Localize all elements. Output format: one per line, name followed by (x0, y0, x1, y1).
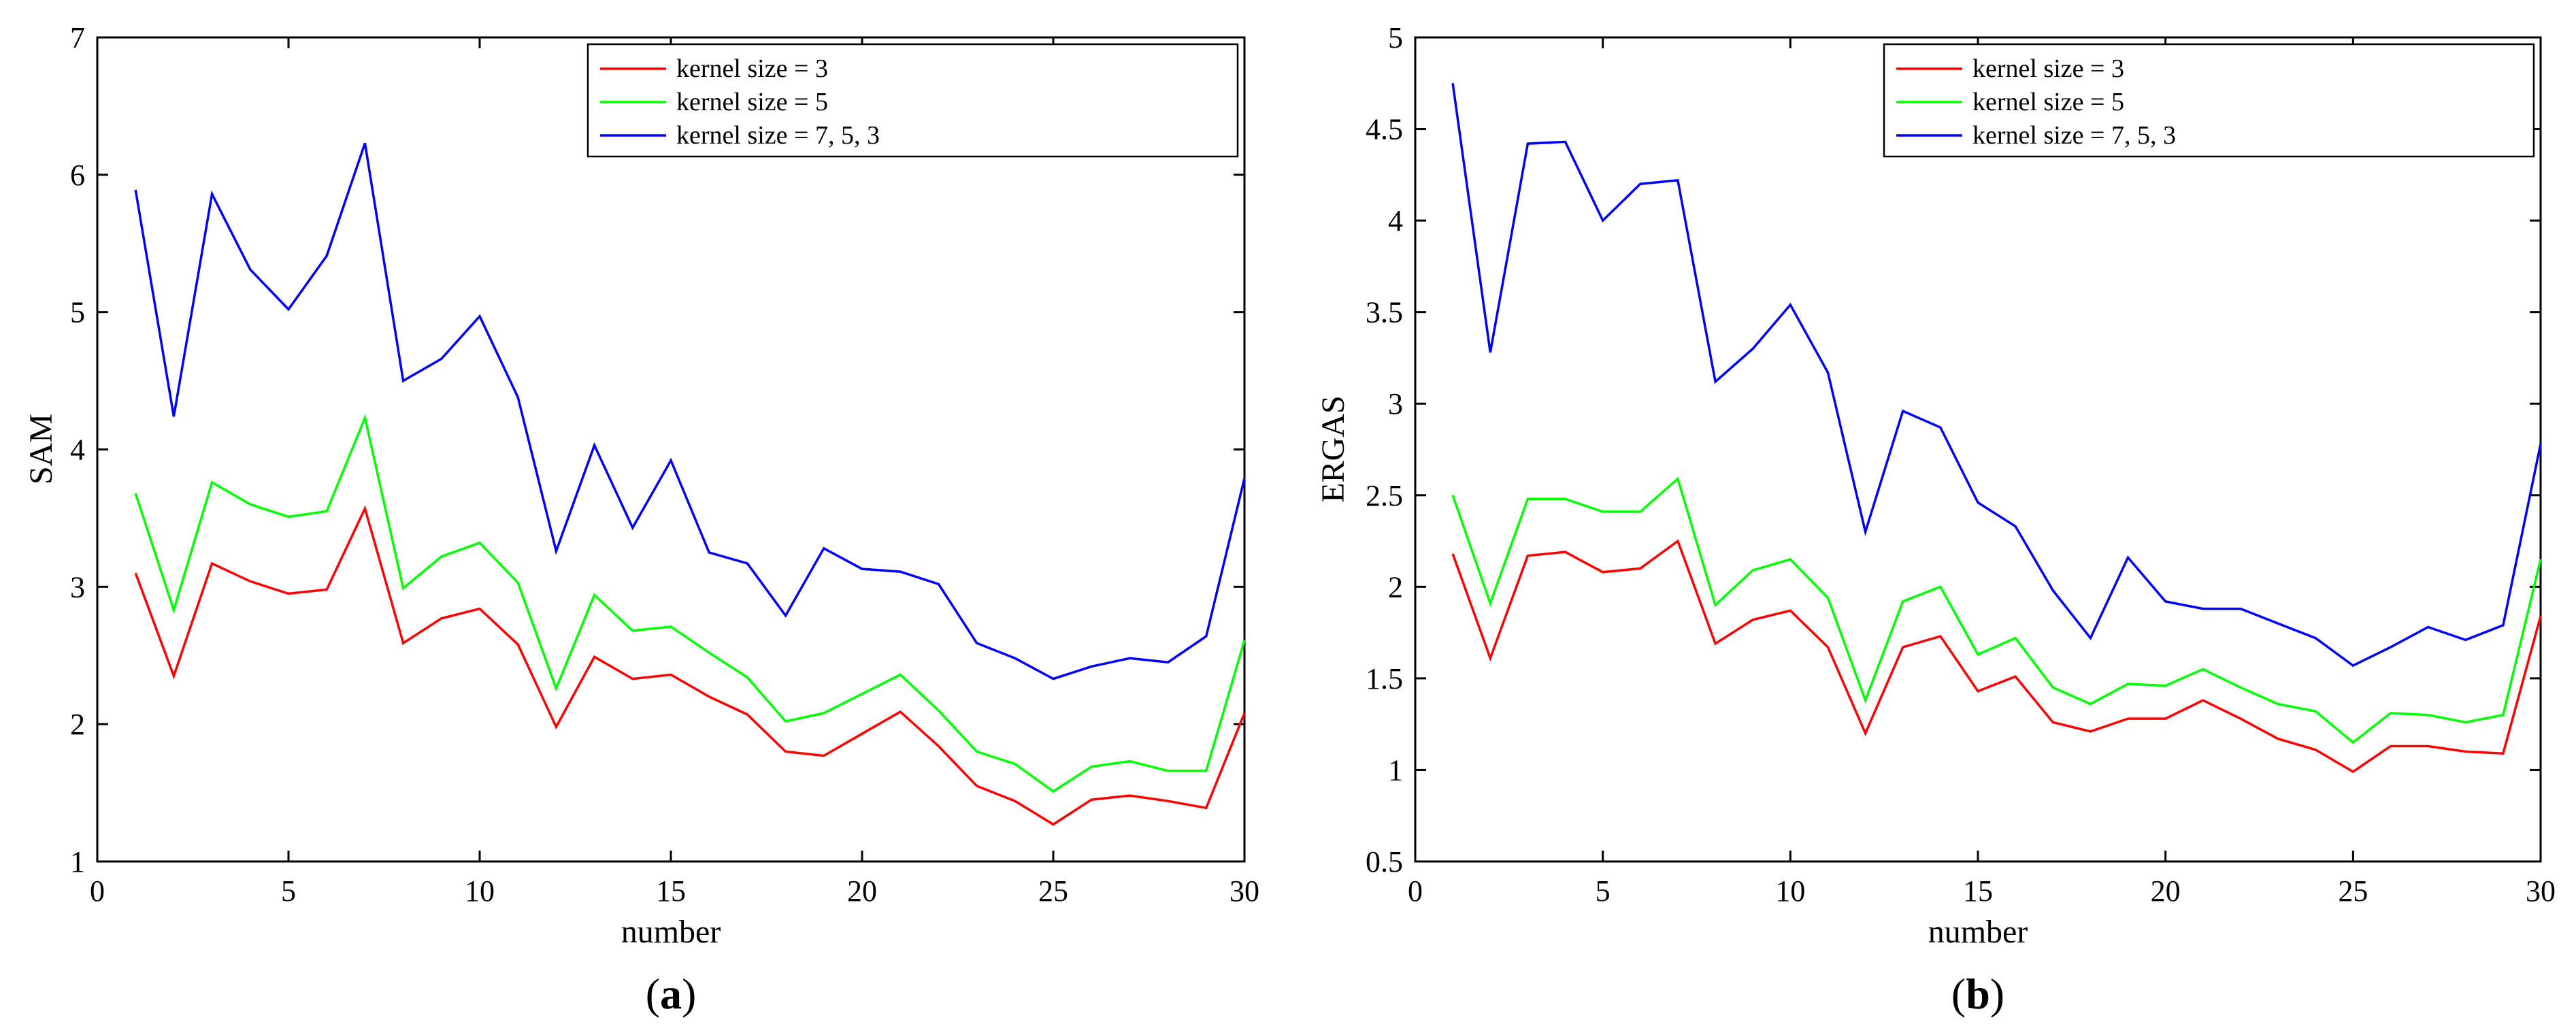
series-group-a (134, 142, 1246, 826)
plot-area-b (1414, 36, 2542, 863)
legend-a: kernel size = 3 kernel size = 5 kernel siz… (587, 43, 1239, 158)
x-tick-label: 15 (656, 874, 686, 908)
x-axis-label-a: number (621, 914, 721, 950)
y-axis-label-b: ERGAS (1315, 395, 1351, 502)
legend-label-3: kernel size = 7, 5, 3 (1972, 121, 2176, 150)
series-line-3 (134, 142, 1246, 680)
y-tick-label: 5 (70, 296, 85, 329)
y-tick-label: 3.5 (1366, 296, 1403, 329)
legend-box (1883, 43, 2535, 158)
x-tick-label: 30 (1229, 874, 1259, 908)
chart-panel-b: 0 5 10 15 20 25 30 0.5 1 1.5 2 2.5 3 3.5 4 4.5 5 kernel … (1315, 21, 2556, 1018)
series-group-b (1451, 83, 2542, 774)
legend-label-2: kernel size = 5 (1972, 88, 2124, 116)
x-tick-label: 20 (2151, 874, 2181, 908)
y-tick-label: 1 (1388, 753, 1403, 787)
legend-box (587, 43, 1239, 158)
y-axis-label-a: SAM (23, 414, 59, 484)
x-tick-label: 20 (847, 874, 877, 908)
plot-area-a (96, 36, 1246, 863)
y-tick-label: 1 (70, 845, 85, 878)
legend-label-3: kernel size = 7, 5, 3 (676, 121, 880, 150)
x-tick-label: 0 (90, 874, 105, 908)
panel-label-a: (a) (646, 970, 697, 1018)
y-tick-label: 7 (70, 21, 85, 54)
y-tick-label: 2 (70, 708, 85, 741)
x-axis-label-b: number (1928, 914, 2028, 950)
y-tick-label: 1.5 (1366, 662, 1403, 695)
ticks-b: 0 5 10 15 20 25 30 0.5 1 1.5 2 2.5 3 3.5 4 4.5 5 (1366, 21, 2556, 908)
y-tick-label: 2.5 (1366, 479, 1403, 512)
x-tick-label: 25 (1038, 874, 1068, 908)
series-line-2 (134, 414, 1246, 793)
legend-b: kernel size = 3 kernel size = 5 kernel siz… (1883, 43, 2535, 158)
y-tick-label: 6 (70, 159, 85, 192)
y-tick-label: 3 (1388, 387, 1403, 421)
y-tick-label: 0.5 (1366, 845, 1403, 878)
panel-letter-b: b (1966, 970, 1990, 1018)
x-tick-label: 5 (1596, 874, 1611, 908)
series-line-1 (134, 505, 1246, 826)
x-tick-label: 25 (2338, 874, 2368, 908)
y-tick-label: 4 (70, 433, 85, 467)
legend-label-1: kernel size = 3 (1972, 54, 2124, 83)
x-tick-label: 5 (281, 874, 296, 908)
y-tick-label: 5 (1388, 21, 1403, 54)
x-tick-label: 30 (2526, 874, 2556, 908)
y-tick-label: 3 (70, 570, 85, 604)
y-tick-label: 4.5 (1366, 113, 1403, 146)
y-tick-label: 4 (1388, 204, 1403, 237)
legend-label-2: kernel size = 5 (676, 88, 828, 116)
series-line-2 (1451, 476, 2542, 744)
x-tick-label: 0 (1408, 874, 1423, 908)
legend-label-1: kernel size = 3 (676, 54, 828, 83)
x-tick-label: 15 (1963, 874, 1993, 908)
series-line-3 (1451, 83, 2542, 668)
x-tick-label: 10 (1775, 874, 1805, 908)
ticks-a: 0 5 10 15 20 25 30 1 2 3 4 5 6 7 (70, 21, 1259, 908)
panel-label-b: (b) (1951, 970, 2004, 1018)
x-tick-label: 10 (465, 874, 495, 908)
panel-letter-a: a (660, 970, 682, 1018)
series-line-1 (1451, 539, 2542, 774)
y-tick-label: 2 (1388, 570, 1403, 604)
